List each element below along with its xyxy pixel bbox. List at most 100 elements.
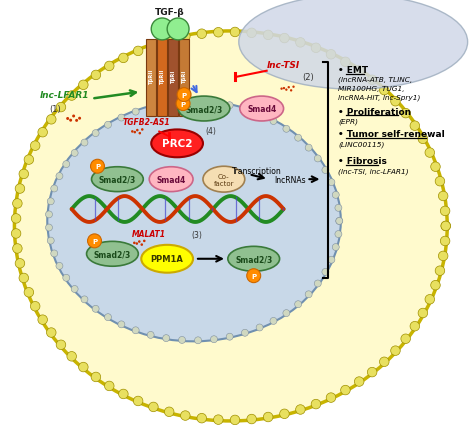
Circle shape bbox=[91, 71, 100, 81]
Circle shape bbox=[118, 115, 125, 122]
Ellipse shape bbox=[87, 242, 138, 267]
Bar bbox=[179, 40, 189, 117]
Text: TβRI: TβRI bbox=[182, 71, 187, 84]
Circle shape bbox=[226, 103, 233, 109]
Circle shape bbox=[71, 150, 78, 157]
Circle shape bbox=[63, 275, 70, 282]
Circle shape bbox=[295, 135, 301, 142]
Text: TGFB2-AS1: TGFB2-AS1 bbox=[122, 118, 170, 127]
Circle shape bbox=[163, 101, 170, 108]
Ellipse shape bbox=[141, 245, 193, 273]
Circle shape bbox=[118, 54, 128, 63]
Ellipse shape bbox=[228, 247, 280, 271]
Circle shape bbox=[118, 321, 125, 328]
Circle shape bbox=[270, 318, 277, 325]
Text: (2): (2) bbox=[302, 73, 314, 82]
Text: (1): (1) bbox=[49, 105, 61, 114]
Text: P: P bbox=[181, 101, 186, 107]
Circle shape bbox=[314, 155, 321, 163]
Circle shape bbox=[72, 115, 75, 118]
Circle shape bbox=[367, 368, 377, 377]
Circle shape bbox=[214, 415, 223, 424]
Circle shape bbox=[47, 238, 54, 245]
Circle shape bbox=[46, 328, 56, 337]
Circle shape bbox=[176, 98, 190, 111]
Circle shape bbox=[51, 250, 58, 257]
Circle shape bbox=[104, 314, 111, 321]
Circle shape bbox=[292, 86, 295, 89]
Text: lncRNAs: lncRNAs bbox=[274, 175, 306, 184]
Circle shape bbox=[425, 295, 435, 304]
Circle shape bbox=[47, 199, 54, 205]
Circle shape bbox=[118, 389, 128, 399]
Circle shape bbox=[151, 19, 173, 41]
Circle shape bbox=[305, 145, 312, 152]
Circle shape bbox=[335, 231, 342, 238]
Circle shape bbox=[140, 244, 143, 246]
Circle shape bbox=[51, 186, 58, 193]
Circle shape bbox=[13, 199, 22, 209]
Circle shape bbox=[131, 131, 134, 133]
Text: (lnc-TSI, lnc-LFAR1): (lnc-TSI, lnc-LFAR1) bbox=[338, 168, 409, 174]
Circle shape bbox=[401, 334, 410, 344]
Circle shape bbox=[296, 38, 305, 48]
Text: factor: factor bbox=[214, 181, 234, 187]
Circle shape bbox=[46, 225, 53, 231]
Circle shape bbox=[328, 256, 335, 264]
Circle shape bbox=[132, 109, 139, 116]
Circle shape bbox=[280, 34, 289, 44]
Circle shape bbox=[210, 100, 218, 107]
Circle shape bbox=[24, 155, 34, 165]
Circle shape bbox=[63, 161, 70, 168]
Text: (3): (3) bbox=[191, 231, 202, 240]
Circle shape bbox=[290, 90, 292, 92]
Circle shape bbox=[134, 132, 136, 134]
Circle shape bbox=[71, 286, 78, 293]
Circle shape bbox=[285, 89, 288, 92]
Circle shape bbox=[91, 372, 100, 382]
Circle shape bbox=[78, 118, 81, 121]
Circle shape bbox=[91, 160, 104, 174]
Text: P: P bbox=[95, 164, 100, 170]
Circle shape bbox=[56, 173, 63, 180]
Circle shape bbox=[283, 88, 285, 90]
Bar bbox=[146, 40, 156, 117]
Circle shape bbox=[380, 86, 389, 95]
Circle shape bbox=[336, 218, 343, 225]
Circle shape bbox=[149, 402, 158, 412]
Circle shape bbox=[88, 234, 101, 248]
Circle shape bbox=[311, 44, 321, 53]
Circle shape bbox=[179, 99, 185, 106]
Text: Smad2/3: Smad2/3 bbox=[94, 250, 131, 259]
Circle shape bbox=[81, 140, 88, 147]
Text: lnc-TSI: lnc-TSI bbox=[267, 61, 300, 70]
Ellipse shape bbox=[91, 167, 143, 192]
Circle shape bbox=[441, 222, 450, 231]
Circle shape bbox=[38, 315, 47, 325]
Bar bbox=[157, 40, 167, 117]
Circle shape bbox=[214, 29, 223, 38]
Ellipse shape bbox=[240, 97, 283, 122]
Text: P: P bbox=[182, 92, 187, 98]
Circle shape bbox=[431, 163, 440, 172]
Circle shape bbox=[147, 332, 154, 339]
Ellipse shape bbox=[203, 167, 245, 193]
Circle shape bbox=[435, 266, 445, 276]
Text: lncRNA-HIT, lnc-Spry1): lncRNA-HIT, lnc-Spry1) bbox=[338, 95, 420, 101]
Text: Smad2/3: Smad2/3 bbox=[185, 105, 223, 114]
Circle shape bbox=[440, 236, 450, 246]
Circle shape bbox=[280, 409, 289, 419]
Ellipse shape bbox=[47, 101, 341, 342]
Circle shape bbox=[13, 244, 22, 253]
Text: TGF-β: TGF-β bbox=[155, 8, 185, 17]
Circle shape bbox=[56, 103, 66, 112]
Text: (LINC00115): (LINC00115) bbox=[338, 141, 385, 147]
Circle shape bbox=[104, 62, 114, 72]
Circle shape bbox=[149, 41, 158, 51]
Bar bbox=[168, 40, 178, 117]
Circle shape bbox=[163, 335, 170, 342]
Circle shape bbox=[256, 112, 263, 118]
Circle shape bbox=[38, 128, 47, 138]
Circle shape bbox=[322, 269, 329, 276]
Circle shape bbox=[66, 118, 69, 121]
